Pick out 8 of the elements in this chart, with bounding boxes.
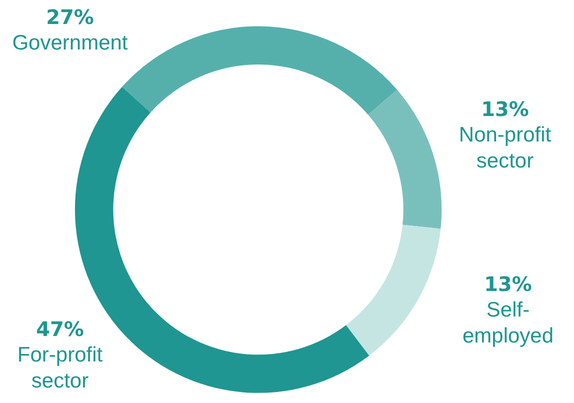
slice-label: For-profit sector: [17, 344, 103, 392]
data-label: 47%: [36, 317, 84, 341]
data-label: 13%: [484, 272, 532, 296]
data-label: 13%: [481, 97, 529, 121]
slice-label: Self-employed: [462, 298, 554, 348]
slice-label: Non-profit sector: [458, 124, 552, 172]
data-label: 27%: [46, 5, 94, 29]
slice-label: Government: [12, 32, 128, 54]
